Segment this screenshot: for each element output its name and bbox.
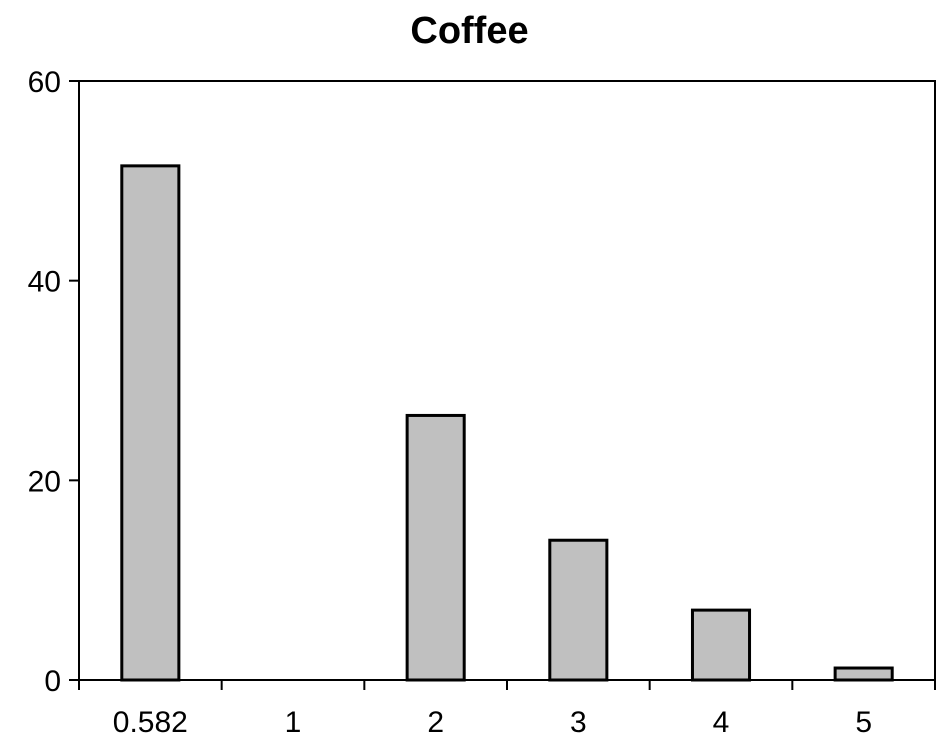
x-tick-label-2: 2 xyxy=(427,706,444,739)
axes-layer xyxy=(69,80,936,690)
labels-layer: 0 20 40 60 0.582 1 2 3 4 5 xyxy=(28,66,872,739)
bar-3 xyxy=(548,538,609,682)
y-tick-label-40: 40 xyxy=(28,266,61,299)
bar-0.582 xyxy=(120,164,181,682)
x-tick-label-0.582: 0.582 xyxy=(113,706,188,739)
bar-2 xyxy=(405,413,466,682)
chart-title: Coffee xyxy=(410,10,529,52)
x-tick-label-1: 1 xyxy=(285,706,302,739)
y-tick-label-20: 20 xyxy=(28,465,61,498)
bars-layer xyxy=(120,164,894,682)
y-tick-label-0: 0 xyxy=(44,665,61,698)
x-tick-label-5: 5 xyxy=(855,706,872,739)
bar-4 xyxy=(690,608,752,682)
plot-frame xyxy=(78,80,936,680)
x-tick-label-3: 3 xyxy=(570,706,587,739)
bar-5 xyxy=(833,666,894,682)
x-tick-label-4: 4 xyxy=(713,706,730,739)
y-tick-label-60: 60 xyxy=(28,66,61,99)
